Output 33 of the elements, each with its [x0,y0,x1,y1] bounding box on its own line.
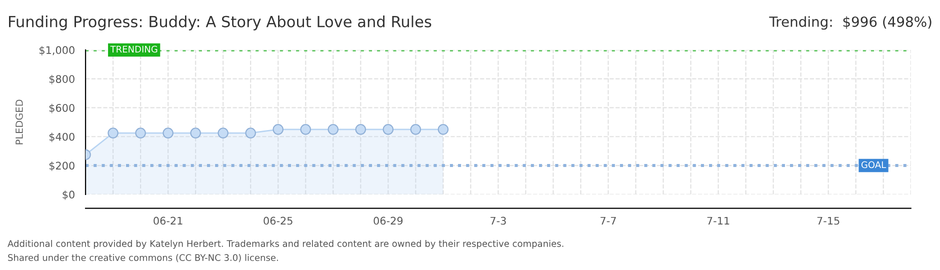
ref-line-label: TRENDING [110,46,158,53]
x-tick-label: 7-15 [817,216,840,225]
point [245,128,256,138]
point [355,124,366,135]
point [300,124,312,135]
point [272,124,284,135]
x-tick-label: 7-11 [707,216,730,225]
text: Additional content provided by Katelyn Herbert. Trademarks and related content are owned by their respective companies. [8,240,564,249]
y-axis-title: PLEDGED [16,100,23,144]
y-tick-label: $400 [49,132,74,142]
ref-line-label: GOAL [861,161,886,168]
x-tick-label: 06-25 [264,216,292,225]
y-tick-label: $1,000 [40,46,74,56]
point [382,124,394,135]
chart-title: Funding Progress: Buddy: A Story About Love and Rules [9,16,432,30]
point [108,128,118,138]
y-tick-label: $200 [49,162,74,171]
point [410,124,422,135]
x-tick-label: 06-21 [154,216,182,225]
x-tick-label: 7-3 [490,216,506,225]
text: Trending: $996 (498%) [769,16,932,30]
y-tick-label: $600 [49,104,74,114]
point [162,128,174,138]
point [218,128,228,138]
point [190,128,201,138]
x-tick-label: 7-7 [600,216,616,225]
x-tick-label: 06-29 [374,216,403,225]
y-tick-label: $800 [49,74,74,84]
point [438,124,449,135]
y-tick-label: $0 [62,190,74,200]
point [328,124,339,135]
text: Shared under the creative commons (CC BY-NC 3.0) license. [8,254,278,262]
point [135,128,146,138]
